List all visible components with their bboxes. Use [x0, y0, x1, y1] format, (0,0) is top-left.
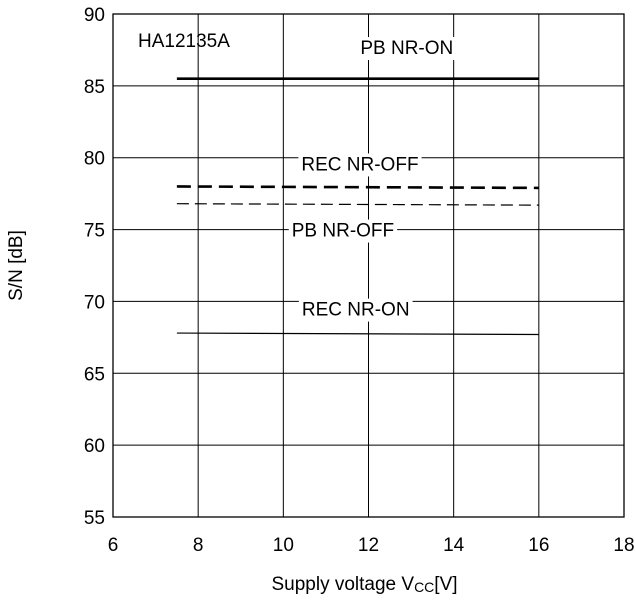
y-tick-label: 80 — [84, 149, 105, 170]
x-tick-label: 12 — [358, 535, 379, 556]
series-line — [176, 203, 539, 206]
x-tick-label: 16 — [528, 535, 549, 556]
y-tick-label: 75 — [84, 221, 105, 242]
plot-frame — [112, 13, 625, 518]
y-tick-label: 85 — [84, 77, 105, 98]
y-axis-title: S/N [dB] — [6, 230, 27, 301]
series-label: PB NR-OFF — [292, 221, 394, 242]
series-line — [176, 185, 539, 190]
series-label-background — [288, 219, 398, 243]
x-tick-label: 10 — [273, 535, 294, 556]
x-axis-title: Supply voltage VCC[V] — [271, 574, 457, 595]
y-tick-label: 70 — [84, 292, 105, 313]
series-label: PB NR-ON — [360, 38, 453, 59]
y-tick-label: 60 — [84, 436, 105, 457]
y-tick-label: 55 — [84, 508, 105, 529]
series-label-background — [298, 298, 413, 322]
chart-title: HA12135A — [138, 31, 230, 52]
x-tick-label: 18 — [613, 535, 634, 556]
series-label-background — [298, 153, 422, 177]
y-tick-label: 90 — [84, 5, 105, 26]
x-tick-label: 14 — [443, 535, 465, 556]
series-line — [176, 332, 539, 336]
x-tick-label: 8 — [193, 535, 204, 556]
x-axis-title-subscript: CC — [414, 579, 434, 595]
y-tick-label: 65 — [84, 364, 105, 385]
series-lines — [176, 77, 539, 336]
series-label: REC NR-OFF — [301, 154, 418, 175]
series-label: REC NR-ON — [302, 300, 410, 321]
grid — [113, 14, 624, 517]
series-label-background — [357, 37, 457, 61]
tick-labels: 6 8 10 12 14 16 18 55 60 65 70 75 80 85 90 — [84, 5, 635, 556]
x-axis-title-main: Supply voltage V — [271, 574, 414, 595]
series-labels: PB NR-ON REC NR-OFF PB NR-OFF REC NR-ON — [288, 37, 457, 322]
x-axis-title-unit: [V] — [434, 574, 457, 595]
x-tick-label: 6 — [108, 535, 119, 556]
